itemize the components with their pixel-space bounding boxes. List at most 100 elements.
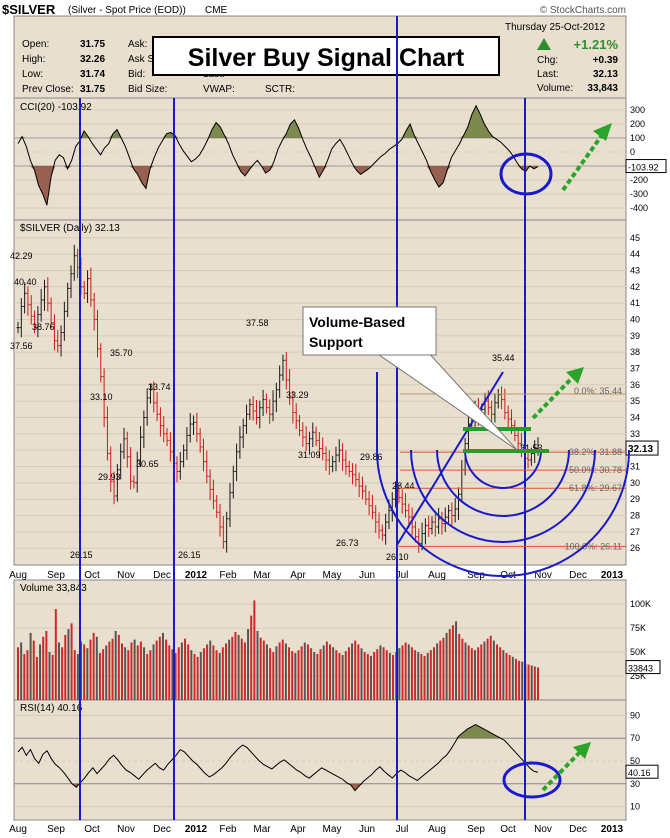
callout-line-2: Support <box>309 334 363 350</box>
price-tick-label: 26 <box>630 543 640 553</box>
quote-label: Low: <box>22 69 43 80</box>
month-label-top: Apr <box>290 570 306 581</box>
month-label-bottom: 2012 <box>185 824 208 835</box>
quote-value: 31.74 <box>80 69 105 80</box>
price-point-label: 37.58 <box>246 318 269 328</box>
volume-last-value: 33843 <box>628 664 653 674</box>
fib-label: 0.0%: 35.44 <box>574 386 622 396</box>
price-tick-label: 30 <box>630 478 640 488</box>
month-label-top: Jun <box>359 570 375 581</box>
stat-value: 33,843 <box>587 83 618 94</box>
stat-value: +0.39 <box>593 55 619 66</box>
cci-panel <box>13 97 627 221</box>
month-label-top: Sep <box>47 570 65 581</box>
volume-last-box <box>625 660 661 675</box>
cci-last-box <box>625 159 667 174</box>
price-tick-label: 34 <box>630 413 640 423</box>
month-label-top: Jul <box>396 570 409 581</box>
copyright: © StockCharts.com <box>540 5 626 16</box>
vertical-markers <box>79 16 526 820</box>
stat-label: Volume: <box>537 83 573 94</box>
quote-left: Open: 31.75 Ask: High: 32.26 Ask S Low: 31.74 Bi… <box>22 39 295 95</box>
quote-label: Prev Close: <box>22 84 74 95</box>
rsi-line <box>17 723 539 792</box>
rsi-panel <box>13 699 627 821</box>
fib-label: 61.8%: 29.67 <box>569 483 622 493</box>
month-label-top: Mar <box>253 570 271 581</box>
exchange: CME <box>205 5 228 16</box>
rsi-circle <box>502 761 562 799</box>
cci-tick-label: 200 <box>630 119 645 129</box>
month-label-bottom: Oct <box>500 824 516 835</box>
trend-line <box>396 371 504 546</box>
rsi-arrowhead-icon <box>573 742 591 759</box>
rsi-tick-label: 70 <box>630 733 640 743</box>
price-point-label: 30.65 <box>136 459 159 469</box>
month-label-top: Oct <box>84 570 100 581</box>
quote-value: 31.75 <box>80 39 105 50</box>
quote-value: 31.75 <box>80 84 105 95</box>
fan-arc <box>464 449 542 489</box>
cci-tick-label: -200 <box>630 175 648 185</box>
price-arrow-icon <box>531 375 575 420</box>
cci-last-value: -103.92 <box>628 163 659 173</box>
title-box <box>152 36 500 76</box>
fib-label: 100.0%: 26.11 <box>565 541 622 551</box>
volume-support-callout: Volume-Based Support <box>302 306 518 451</box>
month-label-bottom: Mar <box>253 824 271 835</box>
price-tick-label: 33 <box>630 429 640 439</box>
up-arrow-icon <box>537 38 551 50</box>
month-label-bottom: May <box>323 824 342 835</box>
month-label-top: 2012 <box>185 570 208 581</box>
month-label-bottom: Feb <box>219 824 237 835</box>
price-tick-label: 45 <box>630 233 640 243</box>
price-tick-label: 44 <box>630 249 640 259</box>
cci-arrow-icon <box>561 133 604 192</box>
fan-arc <box>436 449 570 517</box>
volume-tick-label: 25K <box>630 671 646 681</box>
price-tick-label: 28 <box>630 511 640 521</box>
price-point-label: 37.56 <box>10 341 33 351</box>
month-label-top: Aug <box>428 570 446 581</box>
quote-mid-label: Bid Size: <box>128 84 167 95</box>
cci-tick-label: 100 <box>630 133 645 143</box>
price-tick-label: 42 <box>630 282 640 292</box>
month-label-bottom: Sep <box>467 824 485 835</box>
month-label-top: 2013 <box>601 570 624 581</box>
cci-tick-label: 300 <box>630 105 645 115</box>
price-last-box <box>625 440 659 456</box>
price-point-label: 35.44 <box>492 353 515 363</box>
price-point-label: 26.15 <box>70 550 93 560</box>
price-arrowhead-icon <box>566 367 584 384</box>
cci-line <box>17 104 539 206</box>
quote-date: Thursday 25-Oct-2012 <box>505 22 605 33</box>
month-label-bottom: Aug <box>428 824 446 835</box>
month-label-top: Aug <box>9 570 27 581</box>
price-tick-label: 41 <box>630 298 640 308</box>
price-tick-label: 39 <box>630 331 640 341</box>
price-last-value: 32.13 <box>628 444 653 455</box>
month-label-bottom: Oct <box>84 824 100 835</box>
month-label-top: Dec <box>153 570 171 581</box>
quote-right-label: VWAP: <box>203 84 235 95</box>
volume-layer: 100K 75K 50K 25K Volume 33,843 33843 <box>14 583 661 700</box>
month-label-bottom: Jun <box>359 824 375 835</box>
month-label-bottom: Jul <box>396 824 409 835</box>
price-tick-label: 31 <box>630 462 640 472</box>
volume-tick-label: 100K <box>630 599 651 609</box>
rsi-tick-label: 90 <box>630 710 640 720</box>
month-label-top: Nov <box>534 570 552 581</box>
volume-tick-label: 75K <box>630 623 646 633</box>
quote-mid-label: Ask: <box>128 39 147 50</box>
cci-tick-label: 0 <box>630 147 635 157</box>
price-point-label: 31.09 <box>298 450 321 460</box>
cci-oversold-fill <box>18 166 538 206</box>
month-label-bottom: 2013 <box>601 824 624 835</box>
green-arrows <box>531 133 604 792</box>
price-point-label: 40.40 <box>14 277 37 287</box>
sctr-label: SCTR: <box>265 84 295 95</box>
month-label-bottom: Dec <box>153 824 171 835</box>
price-tick-label: 37 <box>630 363 640 373</box>
rsi-tick-label: 50 <box>630 756 640 766</box>
